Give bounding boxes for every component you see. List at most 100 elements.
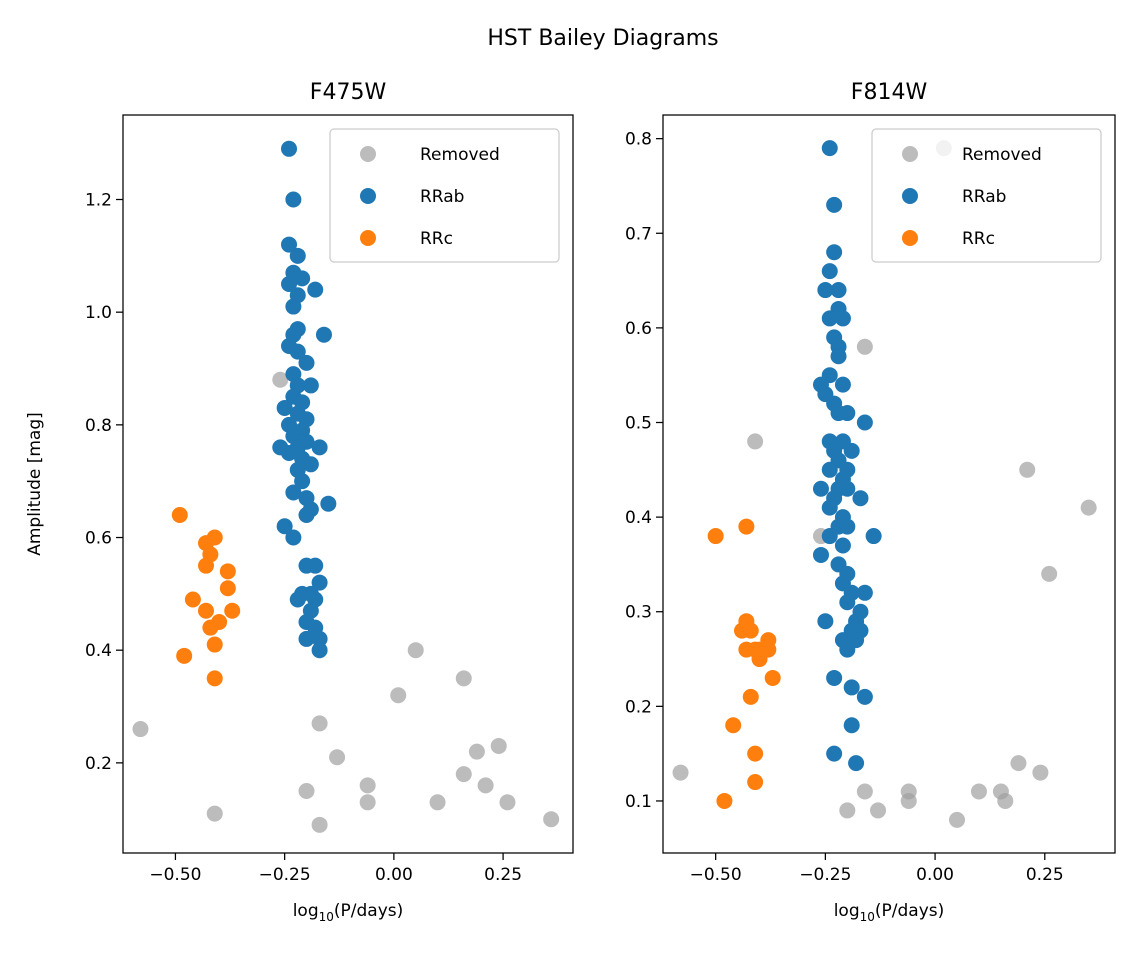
x-tick-label: 0.00 (375, 865, 413, 885)
point-rrab (812, 546, 829, 563)
point-removed (1080, 499, 1097, 516)
series-rrab (272, 140, 337, 659)
point-rrab (826, 244, 843, 261)
point-removed (359, 794, 376, 811)
x-tick-label: 0.25 (484, 865, 522, 885)
legend-box (871, 128, 1102, 263)
point-rrc (219, 563, 236, 580)
x-axis-label-sub: 10 (319, 910, 334, 924)
point-rrab (821, 499, 838, 516)
point-rrab (865, 528, 882, 545)
point-rrab (817, 613, 834, 630)
point-removed (298, 783, 315, 800)
point-rrab (320, 495, 337, 512)
point-rrab (307, 281, 324, 298)
point-rrab (843, 679, 860, 696)
point-removed (132, 721, 149, 738)
point-removed (311, 816, 328, 833)
x-tick-label: −0.50 (149, 865, 201, 885)
axes-frame (122, 114, 574, 854)
x-axis-label-sub: 10 (860, 910, 875, 924)
point-rrc (738, 518, 755, 535)
point-rrab (302, 456, 319, 473)
point-rrc (224, 602, 241, 619)
point-removed (747, 433, 764, 450)
point-removed (970, 783, 987, 800)
point-removed (672, 764, 689, 781)
point-removed (839, 802, 856, 819)
point-rrc (751, 651, 768, 668)
point-removed (1032, 764, 1049, 781)
figure-title: HST Bailey Diagrams (487, 26, 718, 51)
point-removed (1010, 755, 1027, 772)
x-axis-label-rest: (P/days) (334, 901, 403, 921)
point-rrab (294, 270, 311, 287)
point-rrc (733, 622, 750, 639)
point-rrab (298, 506, 315, 523)
point-rrc (742, 688, 759, 705)
y-tick-label: 0.4 (625, 508, 652, 528)
point-rrab (834, 537, 851, 554)
x-axis-label-rest: (P/days) (875, 901, 944, 921)
point-rrc (206, 636, 223, 653)
point-rrab (852, 490, 869, 507)
point-removed (407, 642, 424, 659)
point-rrc (725, 717, 742, 734)
point-rrab (298, 354, 315, 371)
point-rrab (281, 276, 298, 293)
point-rrc (716, 792, 733, 809)
y-tick-label: 0.4 (85, 641, 112, 661)
point-rrab (830, 348, 847, 365)
point-rrab (839, 480, 856, 497)
point-removed (856, 783, 873, 800)
point-rrab (839, 405, 856, 422)
point-rrc (747, 774, 764, 791)
legend-marker-rrab (902, 188, 918, 204)
legend-label: Removed (420, 145, 500, 165)
x-axis-label-base: log (834, 901, 860, 921)
y-axis-label: Amplitude [mag] (25, 412, 45, 556)
point-rrab (821, 140, 838, 157)
point-removed (206, 805, 223, 822)
axes-frame (662, 114, 1116, 854)
point-removed (311, 715, 328, 732)
legend-marker-rrc (902, 230, 918, 246)
legend-marker-rrc (360, 230, 376, 246)
point-rrab (848, 755, 865, 772)
point-rrab (289, 343, 306, 360)
panel-f475w: F475W −0.50 −0.25 0.00 0.25 0.2 0.4 0.6 0.8 1.0 1.… (25, 80, 574, 924)
legend-box (329, 128, 560, 263)
point-removed (949, 811, 966, 828)
point-rrab (839, 594, 856, 611)
legend-marker-removed (902, 146, 918, 162)
point-rrc (707, 528, 724, 545)
point-rrab (285, 191, 302, 208)
point-rrc (747, 745, 764, 762)
x-tick-label: 0.00 (916, 865, 954, 885)
legend-label: RRc (420, 229, 453, 249)
x-tick-label: −0.25 (799, 865, 851, 885)
point-rrab (821, 461, 838, 478)
point-rrab (856, 688, 873, 705)
point-rrab (821, 263, 838, 280)
x-axis-label: log10(P/days) (834, 901, 945, 924)
legend: Removed RRab RRc (329, 128, 560, 263)
point-removed (455, 766, 472, 783)
point-removed (455, 670, 472, 687)
point-rrc (764, 669, 781, 686)
point-removed (997, 792, 1014, 809)
y-tick-label: 0.6 (85, 529, 112, 549)
y-tick-label: 0.8 (625, 130, 652, 150)
point-removed (1041, 565, 1058, 582)
legend-marker-rrab (360, 188, 376, 204)
legend-label: RRc (962, 229, 995, 249)
legend: Removed RRab RRc (871, 128, 1102, 263)
point-removed (359, 777, 376, 794)
y-tick-label: 0.3 (625, 603, 652, 623)
point-removed (870, 802, 887, 819)
point-rrab (821, 310, 838, 327)
point-rrab (285, 484, 302, 501)
point-rrab (856, 414, 873, 431)
legend-label: RRab (420, 187, 464, 207)
